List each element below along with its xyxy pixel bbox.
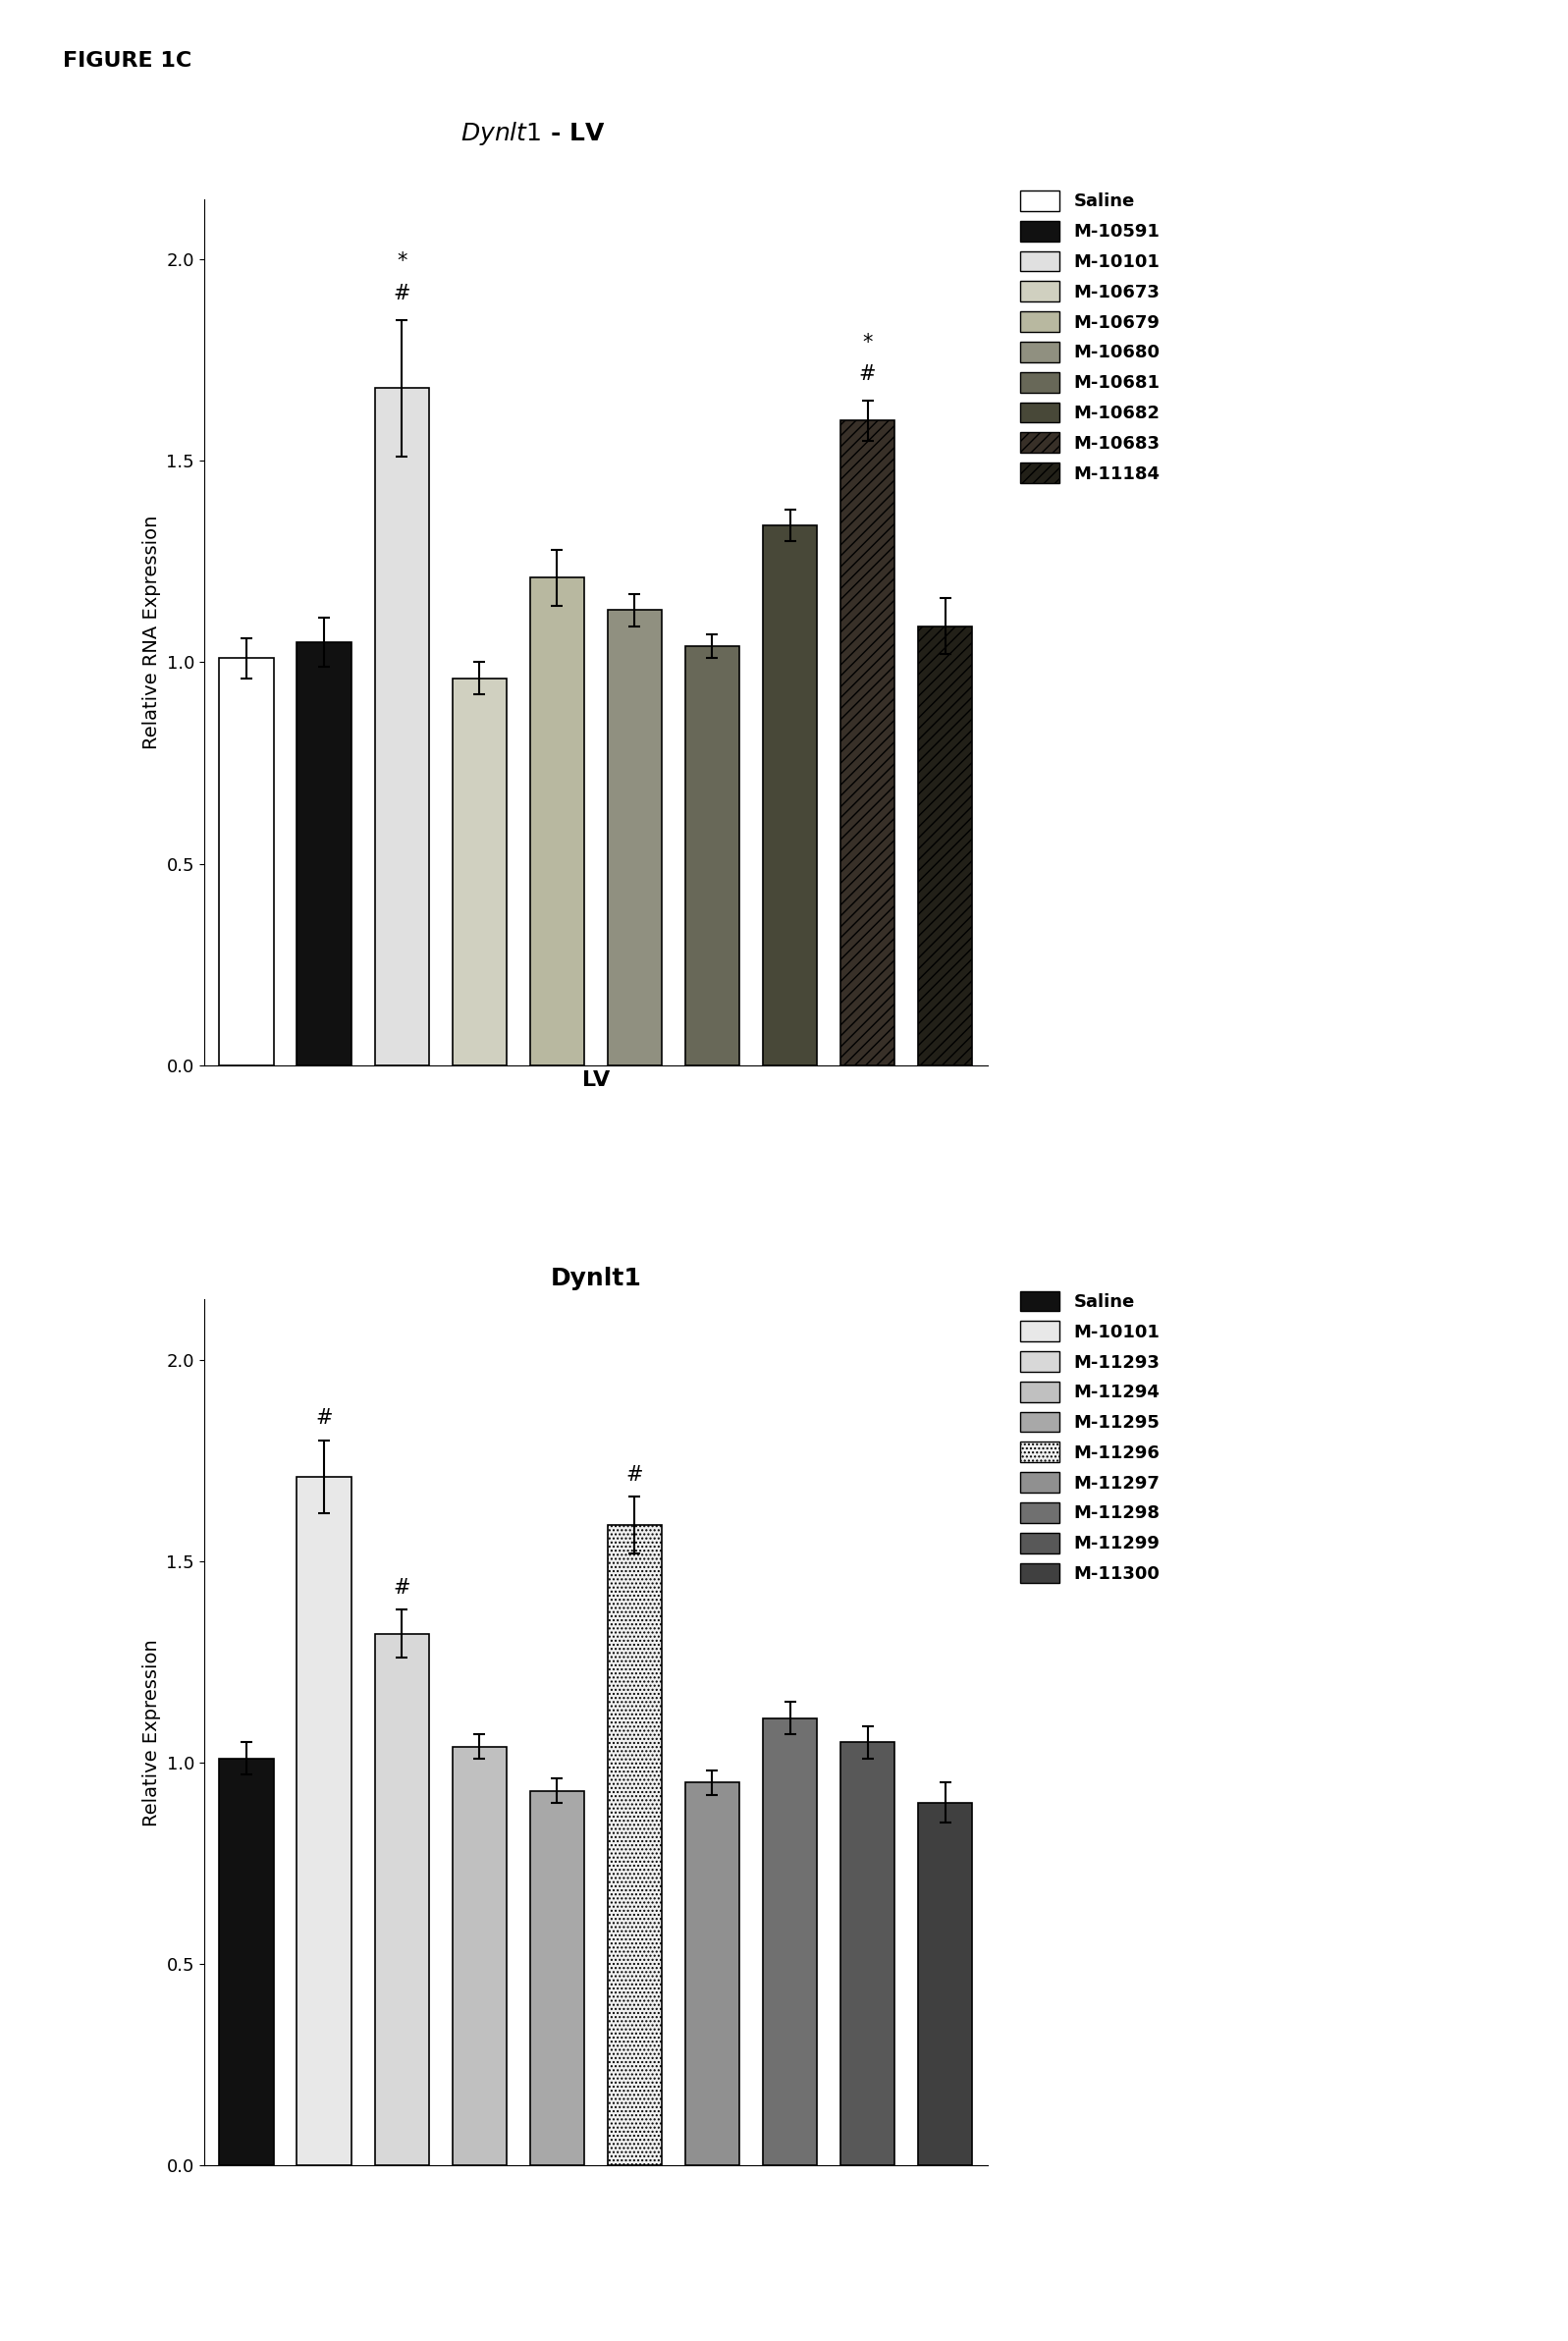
Text: #: # bbox=[626, 1465, 643, 1484]
Bar bbox=[220, 658, 274, 1065]
Legend: Saline, M-10101, M-11293, M-11294, M-11295, M-11296, M-11297, M-11298, M-11299, : Saline, M-10101, M-11293, M-11294, M-112… bbox=[1021, 1290, 1160, 1583]
Bar bbox=[607, 1524, 662, 2165]
Bar bbox=[607, 611, 662, 1065]
Bar bbox=[296, 641, 351, 1065]
Text: #: # bbox=[315, 1409, 332, 1428]
Bar bbox=[685, 646, 740, 1065]
Text: $\mathit{Dynlt1}$ - LV: $\mathit{Dynlt1}$ - LV bbox=[461, 119, 605, 147]
Bar bbox=[917, 1803, 972, 2165]
Bar bbox=[375, 1634, 430, 2165]
Bar bbox=[762, 1718, 817, 2165]
Text: *: * bbox=[862, 332, 873, 351]
Bar bbox=[452, 1746, 506, 2165]
Y-axis label: Relative Expression: Relative Expression bbox=[143, 1639, 162, 1826]
Bar bbox=[685, 1784, 740, 2165]
Bar bbox=[762, 524, 817, 1065]
Bar bbox=[917, 625, 972, 1065]
Text: FIGURE 1C: FIGURE 1C bbox=[63, 52, 191, 70]
Title: Dynlt1: Dynlt1 bbox=[550, 1266, 641, 1290]
Bar bbox=[840, 1742, 895, 2165]
Legend: Saline, M-10591, M-10101, M-10673, M-10679, M-10680, M-10681, M-10682, M-10683, : Saline, M-10591, M-10101, M-10673, M-106… bbox=[1021, 190, 1160, 482]
Text: *: * bbox=[397, 253, 406, 272]
Text: #: # bbox=[859, 365, 877, 384]
Text: #: # bbox=[394, 1578, 411, 1597]
Bar bbox=[220, 1758, 274, 2165]
Bar bbox=[296, 1477, 351, 2165]
Bar bbox=[530, 1791, 585, 2165]
Y-axis label: Relative RNA Expression: Relative RNA Expression bbox=[143, 515, 162, 749]
Bar bbox=[840, 421, 895, 1065]
Bar bbox=[375, 389, 430, 1065]
Text: #: # bbox=[394, 283, 411, 304]
Bar bbox=[530, 578, 585, 1065]
Bar bbox=[452, 679, 506, 1065]
